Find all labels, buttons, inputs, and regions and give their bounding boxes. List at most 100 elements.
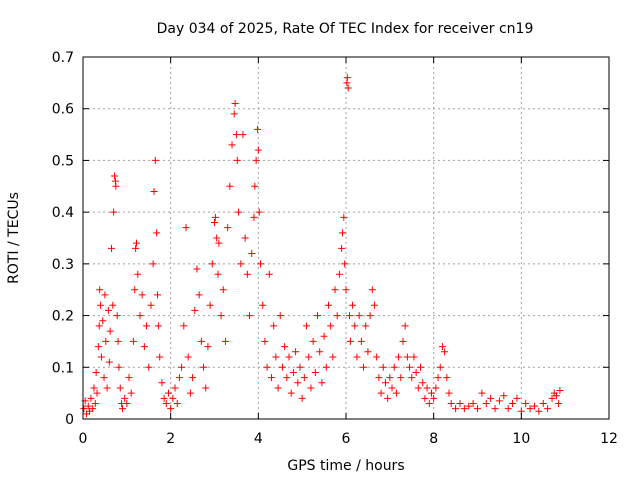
- data-point: [441, 348, 449, 356]
- data-point: [138, 291, 146, 299]
- data-point: [215, 239, 223, 247]
- data-point: [318, 379, 326, 387]
- data-point: [213, 234, 221, 242]
- data-point: [261, 337, 269, 345]
- data-point: [423, 384, 431, 392]
- data-point: [103, 384, 111, 392]
- data-point: [296, 363, 304, 371]
- data-point: [217, 312, 225, 320]
- data-point: [123, 399, 131, 407]
- data-point: [456, 399, 464, 407]
- data-point: [233, 156, 241, 164]
- x-tick-label: 8: [429, 431, 438, 447]
- data-point: [307, 384, 315, 392]
- data-point: [131, 286, 139, 294]
- data-point: [147, 301, 155, 309]
- data-point: [399, 337, 407, 345]
- x-axis-label: GPS time / hours: [287, 458, 404, 474]
- data-point: [110, 208, 118, 216]
- data-point: [482, 399, 490, 407]
- data-point: [373, 353, 381, 361]
- data-point: [320, 332, 328, 340]
- data-point: [111, 172, 119, 180]
- data-point: [452, 405, 460, 413]
- data-point: [112, 182, 120, 190]
- data-point: [287, 389, 295, 397]
- data-point: [200, 363, 208, 371]
- data-point: [362, 322, 370, 330]
- data-point: [401, 322, 409, 330]
- data-point: [156, 353, 164, 361]
- data-point: [96, 286, 104, 294]
- data-point: [414, 384, 422, 392]
- data-point: [500, 392, 508, 400]
- data-point: [335, 270, 343, 278]
- data-point: [386, 374, 394, 382]
- data-point: [283, 374, 291, 382]
- data-point: [341, 260, 349, 268]
- data-point: [151, 156, 159, 164]
- data-point: [285, 353, 293, 361]
- y-tick-label: 0.2: [52, 309, 74, 325]
- data-point: [132, 239, 140, 247]
- data-point: [377, 389, 385, 397]
- data-point: [114, 337, 122, 345]
- data-point: [158, 379, 166, 387]
- x-tick-label: 6: [342, 431, 351, 447]
- data-point: [80, 405, 88, 413]
- data-point: [237, 260, 245, 268]
- data-point: [474, 405, 481, 413]
- data-point: [153, 229, 161, 237]
- data-point: [430, 394, 438, 402]
- data-point: [136, 312, 144, 320]
- y-tick-label: 0.4: [52, 205, 74, 221]
- data-point: [379, 363, 387, 371]
- data-point: [491, 405, 499, 413]
- data-point: [191, 306, 199, 314]
- data-point: [235, 208, 243, 216]
- data-point: [178, 363, 186, 371]
- data-point: [403, 353, 411, 361]
- data-point: [97, 353, 105, 361]
- data-point: [274, 384, 282, 392]
- data-points: [80, 74, 564, 418]
- grid-lines: [83, 57, 609, 419]
- data-point: [305, 353, 313, 361]
- data-point: [316, 348, 324, 356]
- axis-ticks: [82, 56, 610, 420]
- data-point: [99, 317, 107, 325]
- data-point: [338, 229, 346, 237]
- data-point: [150, 187, 158, 195]
- data-point: [443, 374, 451, 382]
- data-point: [552, 392, 560, 400]
- data-point: [388, 384, 396, 392]
- data-point: [232, 131, 240, 139]
- y-tick-label: 0.3: [52, 257, 74, 273]
- data-point: [255, 208, 263, 216]
- data-point: [419, 379, 427, 387]
- data-point: [513, 394, 521, 402]
- data-point: [257, 260, 265, 268]
- data-point: [360, 363, 368, 371]
- data-point: [495, 397, 503, 405]
- data-point: [272, 353, 280, 361]
- y-tick-label: 0.7: [52, 50, 74, 66]
- data-point: [97, 301, 105, 309]
- data-point: [298, 394, 306, 402]
- data-point: [427, 389, 435, 397]
- chart-title: Day 034 of 2025, Rate Of TEC Index for r…: [157, 21, 534, 37]
- data-point: [544, 405, 552, 413]
- data-point: [107, 244, 115, 252]
- y-tick-labels: 0 0.1 0.2 0.3 0.4 0.5 0.6 0.7: [52, 50, 74, 428]
- x-tick-labels: 0 2 4 6 8 10 12: [79, 431, 618, 447]
- x-tick-label: 2: [166, 431, 175, 447]
- y-tick-label: 0.1: [52, 360, 74, 376]
- data-point: [211, 213, 219, 221]
- data-point: [171, 384, 179, 392]
- data-point: [265, 270, 273, 278]
- data-point: [406, 363, 414, 371]
- data-point: [208, 260, 216, 268]
- data-point: [331, 286, 339, 294]
- data-point: [556, 387, 564, 395]
- y-tick-label: 0.5: [52, 153, 74, 169]
